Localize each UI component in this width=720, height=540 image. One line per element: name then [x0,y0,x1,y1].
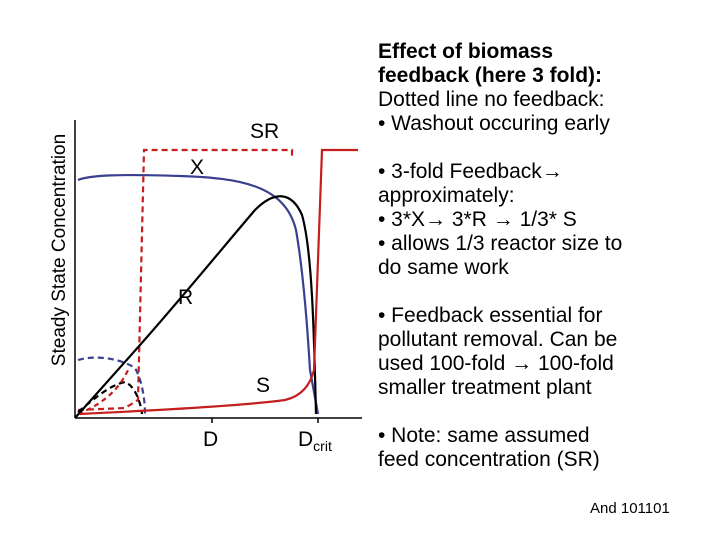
note3-line3b: 100-fold [532,352,614,375]
r-dotted-curve [77,380,144,415]
note2-line4: • allows 1/3 reactor size to [378,232,623,255]
y-axis-label: Steady State Concentration [49,133,70,367]
note3-line3a: used 100-fold [378,352,512,375]
x-label: X [190,156,205,179]
dcrit-main: D [298,428,314,451]
note-pollutant-removal: • Feedback essential for pollutant remov… [378,304,718,400]
arrow-icon: → [541,160,563,183]
notes-panel: Effect of biomass feedback (here 3 fold)… [378,40,718,472]
note1-line4: • Washout occuring early [378,112,610,135]
note3-line3: used 100-fold → 100-fold [378,352,718,376]
note1-line2: feedback (here 3 fold): [378,64,603,87]
s-label: S [256,374,271,397]
r-label: R [178,286,194,309]
x-dotted-curve [77,356,147,415]
note3-line2: pollutant removal. Can be [378,328,618,351]
note3-line4: smaller treatment plant [378,376,592,399]
note2-line2: approximately: [378,184,515,207]
note-feedback-effect: Effect of biomass feedback (here 3 fold)… [378,40,718,136]
note2-line3: • 3*X→ 3*R → 1/3* S [378,208,718,232]
d-axis-label: D [203,428,219,451]
concentration-diagram [74,120,362,423]
sr-label: SR [250,120,280,143]
footer-label: And 101101 [590,500,670,517]
note2-line5: do same work [378,256,509,279]
arrow-icon: → [511,352,533,375]
note1-line3: Dotted line no feedback: [378,88,605,111]
dcrit-axis-label: Dcrit [298,428,332,454]
arrow-icon: → [425,208,447,231]
note4-line1: • Note: same assumed [378,424,590,447]
note-feed-concentration: • Note: same assumed feed concentration … [378,424,718,472]
r-solid-curve [74,195,318,419]
x-solid-curve [77,173,320,415]
note2-line3c: 1/3* S [513,208,577,231]
note2-line3a: • 3*X [378,208,426,231]
note2-line1-text: • 3-fold Feedback [378,160,542,183]
note4-line2: feed concentration (SR) [378,448,600,471]
note-three-fold: • 3-fold Feedback→ approximately: • 3*X→… [378,160,718,280]
s-solid-curve [79,148,358,416]
arrow-icon: → [492,208,514,231]
note2-line1: • 3-fold Feedback→ [378,160,718,184]
sr-dotted-curve [77,148,294,412]
note2-line3b: 3*R [446,208,493,231]
note3-line1: • Feedback essential for [378,304,603,327]
note1-line1: Effect of biomass [378,40,554,63]
dcrit-subscript: crit [313,438,332,455]
